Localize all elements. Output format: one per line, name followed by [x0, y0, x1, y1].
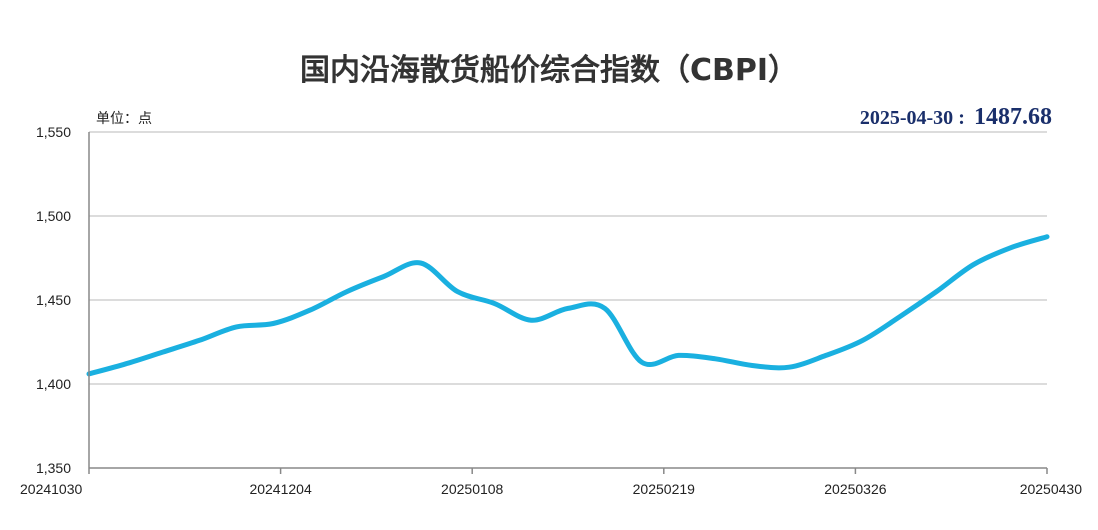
highlight-separator: :: [958, 107, 965, 129]
x-tick-label: 20250108: [441, 481, 504, 497]
y-tick-label: 1,350: [36, 460, 71, 476]
grid-lines: [89, 132, 1047, 384]
x-tick-label: 20241204: [249, 481, 312, 497]
x-tick-label: 20250219: [633, 481, 696, 497]
y-tick-label: 1,400: [36, 376, 71, 392]
chart-svg: 国内沿海散货船价综合指数（CBPI） 单位：点 2025-04-30 : 148…: [0, 0, 1098, 530]
highlight-value: 1487.68: [974, 104, 1052, 130]
unit-label: 单位：点: [96, 111, 152, 127]
series-line: [89, 237, 1047, 374]
x-tick-label: 20241030: [20, 481, 83, 497]
highlight-date: 2025-04-30: [860, 107, 953, 129]
y-tick-label: 1,450: [36, 292, 71, 308]
chart-title: 国内沿海散货船价综合指数（CBPI）: [300, 53, 798, 88]
x-tick-label: 20250326: [824, 481, 887, 497]
x-axis-ticks: 20241030 20241204 20250108 20250219 20250326…: [20, 468, 1082, 497]
y-tick-label: 1,550: [36, 124, 71, 140]
y-tick-label: 1,500: [36, 208, 71, 224]
x-tick-label: 20250430: [1020, 481, 1083, 497]
y-axis-ticks: 1,350 1,400 1,450 1,500 1,550: [36, 124, 71, 476]
highlight-readout: 2025-04-30 : 1487.68: [860, 104, 1052, 130]
